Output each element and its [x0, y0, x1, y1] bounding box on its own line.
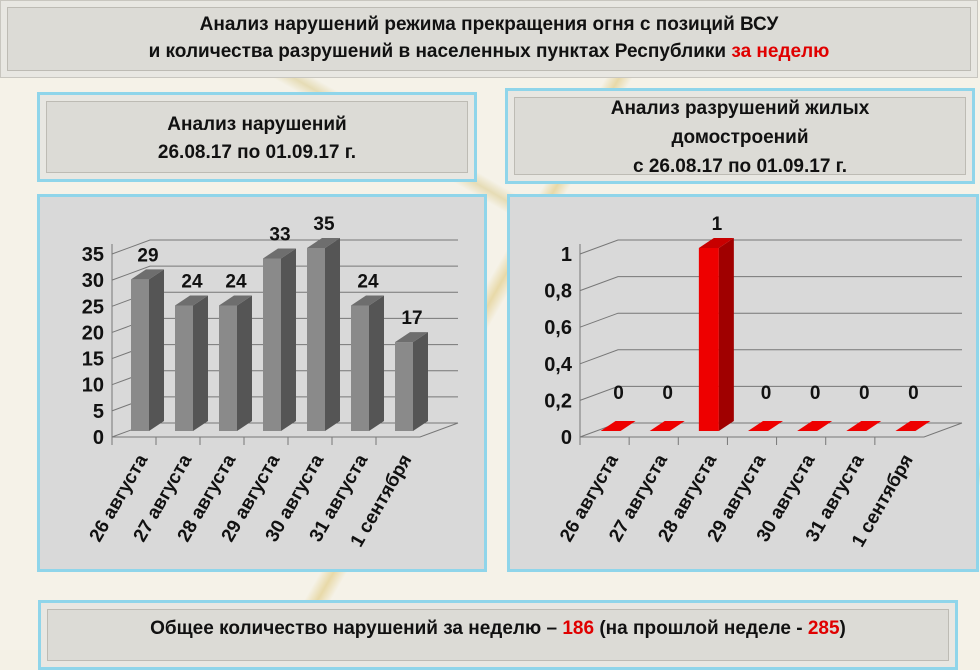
y-tick-label: 5: [93, 401, 104, 423]
gridline: [111, 265, 458, 281]
x-axis: [112, 422, 459, 438]
data-label: 0: [908, 383, 919, 404]
data-label: 17: [401, 308, 422, 329]
y-tick-label: 0: [93, 427, 104, 449]
bar-top: [131, 269, 164, 280]
bar-side: [718, 238, 734, 431]
bar-side: [193, 295, 208, 431]
gridline: [579, 276, 962, 292]
data-label: 33: [269, 224, 290, 245]
y-tick-label: 0: [561, 427, 572, 449]
bar-side: [413, 332, 428, 431]
title-banner: Анализ нарушений режима прекращения огня…: [0, 0, 978, 78]
bar-top: [219, 295, 252, 306]
x-axis: [580, 422, 963, 438]
bar-top: [698, 238, 734, 248]
prev-week-count: 285: [807, 618, 840, 639]
bar-side: [237, 295, 252, 431]
left-header-line1: Анализ нарушений: [167, 114, 347, 135]
title-line2: и количества разрушений в населенных пун…: [148, 41, 830, 62]
right-header: Анализ разрушений жилых домостроений с 2…: [505, 88, 975, 184]
data-label: 0: [662, 383, 673, 404]
bar: [175, 305, 193, 431]
bar: [351, 305, 369, 431]
bar: [698, 248, 719, 431]
bar: [600, 421, 636, 431]
bar-top: [175, 295, 208, 306]
bar: [263, 258, 281, 431]
bar: [748, 421, 783, 431]
bar-top: [351, 295, 384, 306]
bar: [395, 342, 413, 431]
right-header-line2: домостроений: [671, 127, 809, 148]
left-header-line2: 26.08.17 по 01.09.17 г.: [157, 142, 357, 163]
y-tick-label: 35: [82, 244, 104, 266]
title-line1: Анализ нарушений режима прекращения огня…: [199, 14, 779, 35]
data-label: 24: [225, 272, 247, 293]
data-label: 24: [357, 272, 379, 293]
data-label: 0: [810, 383, 821, 404]
gridline: [579, 349, 962, 365]
bar-side: [369, 295, 384, 431]
violations-chart: 0 5 10 15 20 25 30 35 29 26 августа 24 27 августа 24…: [37, 194, 487, 572]
bar-side: [281, 248, 296, 431]
y-tick-label: 10: [82, 375, 104, 397]
right-header-line3: с 26.08.17 по 01.09.17 г.: [633, 156, 847, 177]
destruction-chart: 0 0,2 0,4 0,6 0,8 1 0 26 августа 0 27 августа 1 28 …: [507, 194, 979, 572]
gridline: [579, 312, 962, 328]
bar: [219, 305, 237, 431]
bar-top: [307, 238, 340, 248]
data-label: 24: [181, 272, 203, 293]
bar-side: [149, 269, 164, 431]
bar: [846, 421, 882, 431]
bar: [307, 248, 325, 431]
data-label: 1: [712, 214, 723, 235]
y-tick-label: 0,4: [544, 354, 573, 376]
gridline: [579, 385, 962, 401]
y-tick-label: 0,6: [544, 317, 572, 339]
bar: [895, 421, 931, 431]
right-header-line1: Анализ разрушений жилых: [610, 98, 870, 119]
y-tick-label: 25: [82, 296, 104, 318]
data-label: 35: [313, 214, 335, 235]
data-label: 0: [761, 383, 772, 404]
bar: [797, 421, 833, 431]
week-count: 186: [562, 618, 595, 639]
y-tick-label: 30: [82, 270, 104, 292]
gridline: [111, 239, 458, 255]
data-label: 29: [137, 245, 158, 266]
y-tick-label: 1: [561, 244, 572, 266]
y-tick-label: 0,8: [544, 281, 572, 303]
bar-side: [325, 238, 340, 431]
summary-banner: Общее количество нарушений за неделю – 1…: [38, 600, 958, 670]
y-tick-label: 20: [82, 322, 104, 344]
bar: [649, 421, 685, 431]
left-header: Анализ нарушений 26.08.17 по 01.09.17 г.: [37, 92, 477, 182]
bar-top: [263, 248, 296, 259]
data-label: 0: [859, 383, 870, 404]
bar-top: [395, 332, 428, 343]
y-tick-label: 0,2: [544, 390, 572, 412]
gridline: [579, 239, 962, 255]
y-tick-label: 15: [82, 349, 104, 371]
data-label: 0: [613, 383, 624, 404]
bar: [131, 279, 149, 431]
